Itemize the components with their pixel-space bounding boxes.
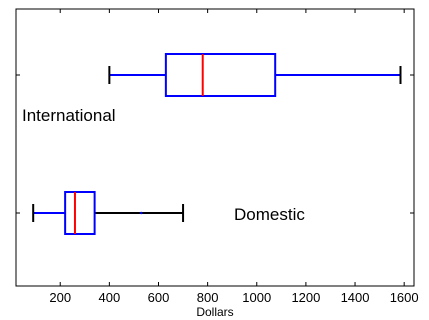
series-label-domestic: Domestic (234, 205, 305, 224)
x-tick-label: 1200 (291, 290, 320, 305)
box-domestic: Domestic (32, 191, 305, 235)
box-iqr (164, 53, 277, 97)
x-tick-label: 200 (49, 290, 71, 305)
plot-area-border (15, 8, 415, 287)
box-international: International (22, 53, 402, 125)
boxplot-series: International Domestic (22, 53, 402, 235)
x-tick-label: 1400 (341, 290, 370, 305)
x-axis-ticks: 200 400 600 800 1000 1200 1400 1600 (16, 9, 419, 305)
series-label-international: International (22, 106, 116, 125)
box-iqr (64, 191, 96, 235)
x-tick-label: 800 (197, 290, 219, 305)
x-tick-label: 400 (99, 290, 121, 305)
plot-frame (15, 8, 415, 287)
x-axis-title: Dollars (196, 305, 233, 319)
x-tick-label: 1000 (242, 290, 271, 305)
x-tick-label: 1600 (390, 290, 419, 305)
x-tick-label: 600 (148, 290, 170, 305)
whisker-marker (140, 211, 143, 215)
